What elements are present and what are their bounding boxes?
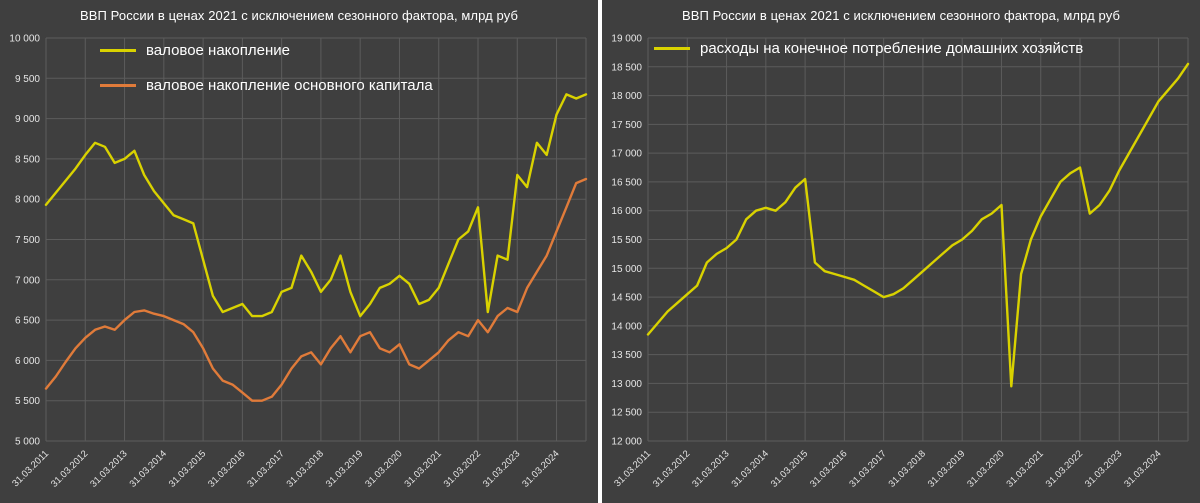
y-axis-tick-label: 13 000 xyxy=(611,379,642,390)
x-axis-tick-label: 31.03.2019 xyxy=(324,448,365,489)
y-axis-tick-label: 9 500 xyxy=(15,74,40,85)
legend-label: расходы на конечное потребление домашних… xyxy=(700,40,1084,57)
legend-item: валовое накопление xyxy=(100,42,433,59)
line-chart: 12 000 12 500 13 000 13 500 14 000 14 500 15 0… xyxy=(611,34,1190,490)
y-axis-tick-label: 17 500 xyxy=(611,120,642,131)
y-axis-tick-label: 5 000 xyxy=(15,437,40,448)
legend: расходы на конечное потребление домашних… xyxy=(654,40,1083,57)
x-axis-tick-label: 31.03.2015 xyxy=(769,448,810,489)
y-axis-tick-label: 7 000 xyxy=(15,275,40,286)
x-axis-tick-label: 31.03.2020 xyxy=(965,448,1006,489)
x-axis-tick-label: 31.03.2013 xyxy=(690,448,731,489)
line-chart: 5 000 5 500 6 000 6 500 7 000 7 500 8 000 8 500… xyxy=(9,34,588,490)
x-axis-tick-label: 31.03.2012 xyxy=(49,448,90,489)
y-axis-tick-label: 15 500 xyxy=(611,235,642,246)
legend-label: валовое накопление xyxy=(146,42,290,59)
y-axis-tick-label: 7 500 xyxy=(15,235,40,246)
x-axis-tick-label: 31.03.2023 xyxy=(1083,448,1124,489)
series-line-0 xyxy=(646,62,1190,388)
y-axis-tick-label: 16 000 xyxy=(611,206,642,217)
y-axis-tick-label: 14 500 xyxy=(611,293,642,304)
y-axis-tick-label: 8 000 xyxy=(15,195,40,206)
x-axis-tick-label: 31.03.2022 xyxy=(442,448,483,489)
x-axis-tick-label: 31.03.2015 xyxy=(167,448,208,489)
y-axis-tick-label: 19 000 xyxy=(611,34,642,45)
x-axis-tick-label: 31.03.2012 xyxy=(651,448,692,489)
y-axis-tick-label: 10 000 xyxy=(9,34,40,45)
x-axis-tick-label: 31.03.2019 xyxy=(926,448,967,489)
y-axis-tick-label: 18 500 xyxy=(611,62,642,73)
legend-line-swatch xyxy=(100,49,136,52)
x-axis-tick-label: 31.03.2021 xyxy=(1004,448,1045,489)
chart-panel-household-consumption: ВВП России в ценах 2021 с исключением се… xyxy=(602,0,1200,503)
y-axis-tick-label: 5 500 xyxy=(15,396,40,407)
y-axis-tick-label: 13 500 xyxy=(611,350,642,361)
x-axis-tick-label: 31.03.2016 xyxy=(808,448,849,489)
y-axis-tick-label: 6 000 xyxy=(15,356,40,367)
y-axis-tick-label: 9 000 xyxy=(15,114,40,125)
x-axis-tick-label: 31.03.2024 xyxy=(520,448,561,489)
x-axis-tick-label: 31.03.2014 xyxy=(128,448,169,489)
series-line-0 xyxy=(44,93,588,318)
x-axis-tick-label: 31.03.2023 xyxy=(481,448,522,489)
y-axis-tick-label: 18 000 xyxy=(611,91,642,102)
y-axis-tick-label: 12 000 xyxy=(611,437,642,448)
x-axis-tick-label: 31.03.2022 xyxy=(1044,448,1085,489)
y-axis-tick-label: 15 000 xyxy=(611,264,642,275)
x-axis-tick-label: 31.03.2021 xyxy=(402,448,443,489)
y-axis-tick-label: 17 000 xyxy=(611,149,642,160)
legend-item: валовое накопление основного капитала xyxy=(100,77,433,94)
x-axis-tick-label: 31.03.2017 xyxy=(847,448,888,489)
x-axis-tick-label: 31.03.2011 xyxy=(10,448,51,489)
legend: валовое накопление валовое накопление ос… xyxy=(100,42,433,94)
y-axis-tick-label: 8 500 xyxy=(15,154,40,165)
y-axis-tick-label: 12 500 xyxy=(611,408,642,419)
y-axis-tick-label: 14 000 xyxy=(611,321,642,332)
chart-panel-gross-accumulation: ВВП России в ценах 2021 с исключением се… xyxy=(0,0,598,503)
series-line-1 xyxy=(44,177,588,402)
x-axis-tick-label: 31.03.2018 xyxy=(887,448,928,489)
x-axis-tick-label: 31.03.2020 xyxy=(363,448,404,489)
chart-title: ВВП России в ценах 2021 с исключением се… xyxy=(681,8,1121,23)
x-axis-tick-label: 31.03.2016 xyxy=(206,448,247,489)
chart-title: ВВП России в ценах 2021 с исключением се… xyxy=(79,8,519,23)
x-axis-tick-label: 31.03.2013 xyxy=(88,448,129,489)
x-axis-tick-label: 31.03.2024 xyxy=(1122,448,1163,489)
x-axis-tick-label: 31.03.2018 xyxy=(285,448,326,489)
legend-item: расходы на конечное потребление домашних… xyxy=(654,40,1083,57)
legend-line-swatch xyxy=(100,84,136,87)
y-axis-tick-label: 6 500 xyxy=(15,316,40,327)
x-axis-tick-label: 31.03.2011 xyxy=(612,448,653,489)
legend-label: валовое накопление основного капитала xyxy=(146,77,433,94)
y-axis-tick-label: 16 500 xyxy=(611,177,642,188)
x-axis-tick-label: 31.03.2014 xyxy=(730,448,771,489)
legend-line-swatch xyxy=(654,47,690,50)
x-axis-tick-label: 31.03.2017 xyxy=(245,448,286,489)
